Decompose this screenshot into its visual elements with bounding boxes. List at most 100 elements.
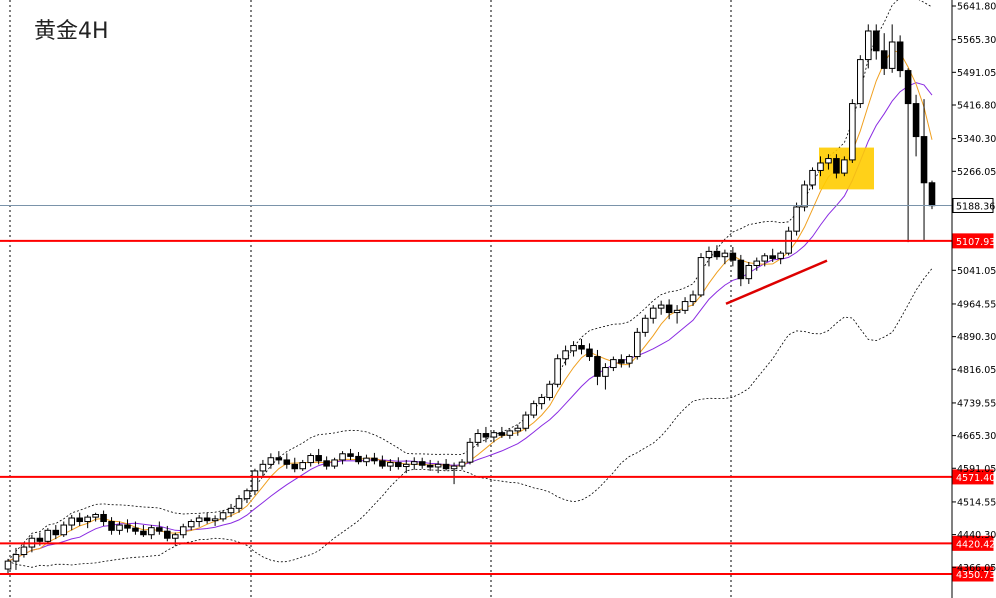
candle xyxy=(235,495,243,513)
candle xyxy=(610,356,617,372)
candle-body xyxy=(371,457,378,462)
candle xyxy=(20,543,28,558)
price-line-label-0: 5188.36 xyxy=(956,201,995,212)
price-line-label-box-4 xyxy=(952,566,994,582)
candle-body xyxy=(849,103,856,161)
candle-body xyxy=(753,260,761,266)
candle xyxy=(506,429,514,439)
candle-body xyxy=(235,498,243,509)
price-line-label-4: 4350.73 xyxy=(956,570,995,581)
candle xyxy=(801,180,808,212)
candle-body xyxy=(657,304,665,309)
candle xyxy=(562,345,569,366)
price-axis-tick-label-15: 4440.30 xyxy=(957,530,996,541)
candle xyxy=(753,257,761,271)
candle xyxy=(100,510,107,526)
candle xyxy=(793,202,800,236)
price-line-label-box-3 xyxy=(952,535,994,551)
candle xyxy=(825,154,832,170)
candle-body xyxy=(793,206,800,232)
candle-body xyxy=(514,427,522,432)
price-axis-tick-label-3: 5416.80 xyxy=(957,100,996,111)
candle xyxy=(68,514,76,531)
candle-body xyxy=(610,359,617,369)
candle xyxy=(849,99,856,163)
candle xyxy=(124,519,131,533)
candle xyxy=(132,521,139,535)
candle-body xyxy=(689,294,697,303)
candle xyxy=(275,451,283,465)
candle-body xyxy=(275,457,283,461)
candle xyxy=(418,457,426,469)
candle xyxy=(594,349,601,386)
candle xyxy=(76,512,83,526)
candle-body xyxy=(291,463,299,470)
candle-body xyxy=(817,162,824,171)
candle xyxy=(243,488,251,504)
candle xyxy=(203,512,211,524)
candle-body xyxy=(347,453,354,457)
candle-body xyxy=(904,70,912,105)
price-axis-tick-label-5: 5266.05 xyxy=(957,167,996,178)
candle-body xyxy=(251,470,259,492)
candle-body xyxy=(769,255,776,259)
candle-body xyxy=(450,465,458,470)
candle-body xyxy=(108,521,115,531)
candle-body xyxy=(554,358,561,385)
candle xyxy=(737,254,745,287)
candle xyxy=(896,35,904,78)
candle-body xyxy=(164,530,171,539)
bollinger-bands xyxy=(7,0,933,568)
candle-body xyxy=(665,304,673,314)
candles xyxy=(4,24,936,575)
candle-body xyxy=(211,518,219,522)
candle xyxy=(148,525,155,540)
candle-body xyxy=(124,524,131,529)
candle-body xyxy=(880,50,888,69)
candle xyxy=(466,437,474,465)
candle xyxy=(538,393,545,410)
candle xyxy=(140,525,147,537)
candle-body xyxy=(474,433,482,443)
candle xyxy=(665,299,673,320)
candle-body xyxy=(761,255,769,262)
candle-body xyxy=(841,159,848,174)
candle-body xyxy=(594,356,601,377)
candle xyxy=(156,521,163,535)
candle xyxy=(618,354,625,368)
price-axis-tick-label-14: 4514.55 xyxy=(957,497,996,508)
candle xyxy=(434,460,442,474)
candle xyxy=(713,245,721,260)
candle-body xyxy=(896,41,904,72)
candle-body xyxy=(410,461,418,465)
candle-body xyxy=(219,512,227,520)
candle-body xyxy=(458,461,466,467)
candle xyxy=(410,457,418,470)
candle-body xyxy=(681,301,689,311)
candle xyxy=(355,452,362,465)
candle-body xyxy=(466,441,474,463)
candle-body xyxy=(132,527,139,532)
candle xyxy=(387,459,394,471)
candle xyxy=(777,250,784,265)
bollinger-lower-band xyxy=(7,268,933,568)
candle xyxy=(179,523,187,539)
candle-body xyxy=(872,30,880,52)
candle xyxy=(195,514,203,527)
candle xyxy=(307,453,314,467)
candle-body xyxy=(530,403,538,416)
candle xyxy=(888,24,896,73)
candle xyxy=(4,558,12,575)
candle-body xyxy=(442,463,450,470)
candle xyxy=(761,253,769,267)
candle-body xyxy=(171,534,179,539)
candle-body xyxy=(602,367,609,377)
candle xyxy=(402,459,410,474)
candle xyxy=(641,314,649,337)
trendline-layer xyxy=(725,259,828,305)
candle-body xyxy=(68,517,76,526)
price-line-label-3: 4420.42 xyxy=(956,539,995,550)
candle-body xyxy=(697,257,705,296)
